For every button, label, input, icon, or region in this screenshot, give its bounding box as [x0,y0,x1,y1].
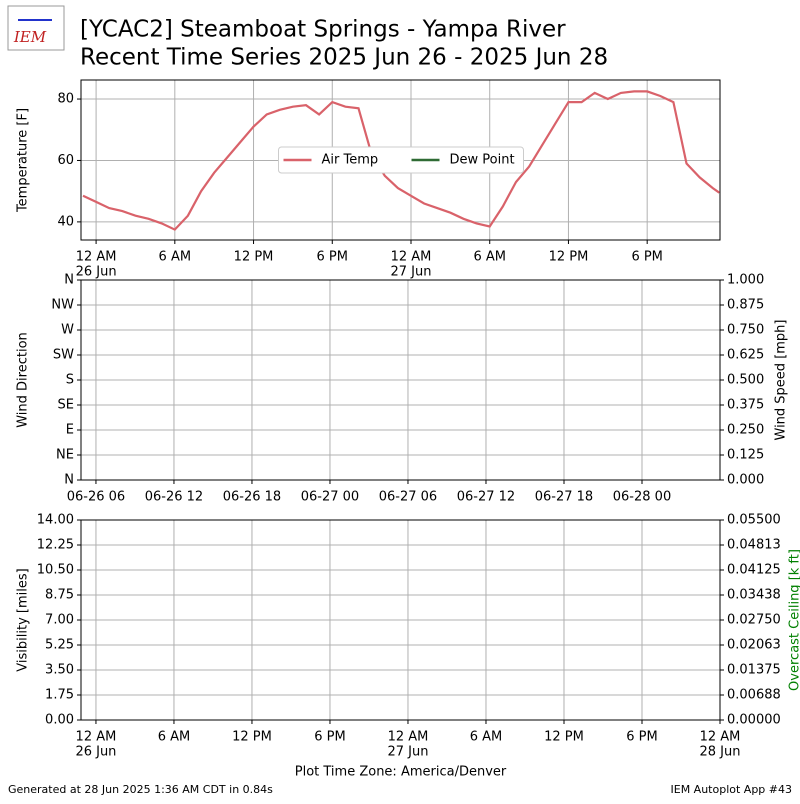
x-tick-label: 6 AM [470,730,503,745]
x-tick-label: 6 PM [317,250,348,265]
x-tick-label: 6 PM [626,730,657,745]
y-tick-label: 5.25 [45,638,74,653]
x-date-label: 26 Jun [76,265,117,280]
y-tick-label: 40 [57,214,74,229]
x-tick-label: 12 PM [544,730,584,745]
y-tick-label: 3.50 [45,663,74,678]
x-date-label: 28 Jun [700,745,741,760]
y-tick-label: W [61,323,74,338]
y-tick-label: NW [51,298,74,313]
y2-tick-label: 0.02750 [727,613,781,628]
x-date-label: 26 Jun [75,745,116,760]
y2-tick-label: 0.05500 [727,513,781,528]
y2-tick-label: 1.000 [727,273,764,288]
y2-tick-label: 0.01375 [727,663,781,678]
y-tick-label: 8.75 [45,588,74,603]
y2-tick-label: 0.875 [727,298,764,313]
y2-axis-label: Wind Speed [mph] [774,320,789,441]
y-tick-label: N [64,473,74,488]
y2-axis-label: Overcast Ceiling [k ft] [788,549,800,691]
subtitle: Recent Time Series 2025 Jun 26 - 2025 Ju… [80,45,608,71]
y2-tick-label: 0.04813 [727,538,781,553]
y2-tick-label: 0.03438 [727,588,781,603]
y2-tick-label: 0.500 [727,373,764,388]
y-tick-label: NE [56,448,74,463]
y-tick-label: SE [58,398,74,413]
y-tick-label: 0.00 [45,713,74,728]
logo-text: IEM [13,28,47,46]
y-tick-label: 12.25 [37,538,74,553]
logo: IEM [8,6,64,50]
y2-tick-label: 0.750 [727,323,764,338]
footer-left: Generated at 28 Jun 2025 1:36 AM CDT in … [8,783,273,796]
y-tick-label: 10.50 [37,563,74,578]
y-tick-label: 7.00 [45,613,74,628]
x-tick-label: 06-26 06 [67,490,125,505]
x-tick-label: 12 AM [76,250,117,265]
legend-label: Air Temp [322,153,379,168]
y-tick-label: E [66,423,74,438]
x-tick-label: 06-28 00 [613,490,671,505]
x-tick-label: 6 AM [158,730,191,745]
x-tick-label: 06-26 12 [145,490,203,505]
x-tick-label: 6 AM [473,250,506,265]
x-tick-label: 6 AM [159,250,192,265]
x-tick-label: 12 AM [391,250,432,265]
y-tick-label: 60 [57,153,74,168]
x-tick-label: 12 AM [388,730,429,745]
y2-tick-label: 0.125 [727,448,764,463]
y-tick-label: N [64,273,74,288]
y2-tick-label: 0.00688 [727,688,781,703]
legend-label: Dew Point [450,153,515,168]
x-tick-label: 12 PM [549,250,589,265]
title: [YCAC2] Steamboat Springs - Yampa River [80,17,566,43]
x-date-label: 27 Jun [390,265,431,280]
y2-tick-label: 0.000 [727,473,764,488]
x-tick-label: 06-27 00 [301,490,359,505]
footer-right: IEM Autoplot App #43 [671,783,793,796]
y2-tick-label: 0.250 [727,423,764,438]
x-axis-label: Plot Time Zone: America/Denver [295,765,507,780]
x-tick-label: 6 PM [631,250,662,265]
y2-tick-label: 0.625 [727,348,764,363]
y2-tick-label: 0.02063 [727,638,781,653]
x-date-label: 27 Jun [387,745,428,760]
y-tick-label: S [66,373,74,388]
x-tick-label: 06-27 18 [535,490,593,505]
y-axis-label: Temperature [F] [16,108,31,213]
x-tick-label: 06-26 18 [223,490,281,505]
x-tick-label: 12 PM [234,250,274,265]
x-tick-label: 6 PM [314,730,345,745]
y-axis-label: Visibility [miles] [16,568,31,671]
y-axis-label: Wind Direction [16,332,31,428]
y-tick-label: SW [53,348,74,363]
x-tick-label: 12 PM [232,730,272,745]
x-tick-label: 06-27 06 [379,490,437,505]
y2-tick-label: 0.375 [727,398,764,413]
y-tick-label: 80 [57,92,74,107]
x-tick-label: 12 AM [700,730,741,745]
y-tick-label: 14.00 [37,513,74,528]
x-tick-label: 12 AM [76,730,117,745]
y2-tick-label: 0.04125 [727,563,781,578]
y-tick-label: 1.75 [45,688,74,703]
x-tick-label: 06-27 12 [457,490,515,505]
y2-tick-label: 0.00000 [727,713,781,728]
